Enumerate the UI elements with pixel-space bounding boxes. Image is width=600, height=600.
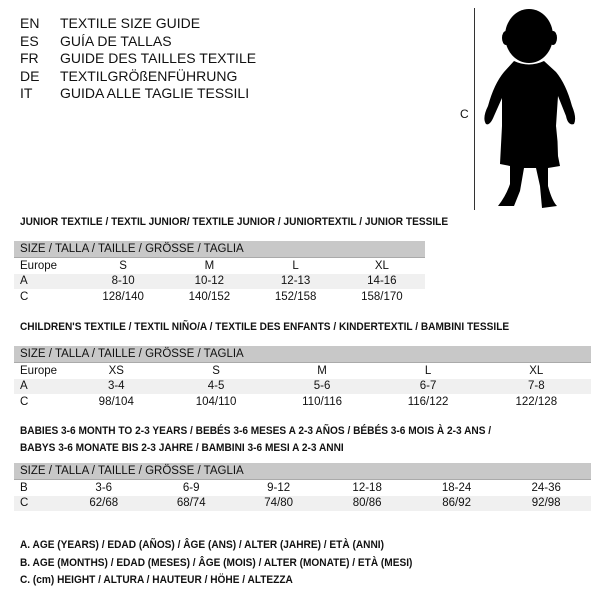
table-header: SIZE / TALLA / TAILLE / GRÖSSE / TAGLIA (14, 346, 591, 363)
cell: M (317, 364, 327, 377)
table-row: Europe S M L XL (14, 258, 425, 274)
cell: XL (374, 259, 389, 272)
language-titles: EN TEXTILE SIZE GUIDE ES GUÍA DE TALLAS FR… (20, 15, 256, 103)
table-header: SIZE / TALLA / TAILLE / GRÖSSE / TAGLIA (14, 241, 425, 258)
cell: 14-16 (338, 273, 425, 289)
cell: 12-13 (252, 273, 339, 289)
lang-row: IT GUIDA ALLE TAGLIE TESSILI (20, 85, 256, 103)
lang-code: FR (20, 50, 39, 66)
cell: S (212, 364, 220, 377)
cell: 104/110 (195, 395, 237, 408)
child-silhouette-icon (484, 9, 576, 208)
cell: 10-12 (166, 273, 253, 289)
junior-title: JUNIOR TEXTILE / TEXTIL JUNIOR/ TEXTILE … (20, 216, 449, 228)
table-row: C 128/140 140/152 152/158 158/170 (14, 289, 425, 305)
table-row: Europe XS S M L XL (14, 363, 591, 379)
cell: 158/170 (361, 290, 403, 303)
cell: 62/68 (60, 495, 148, 511)
cell: XL (529, 364, 544, 377)
cell: 5-6 (269, 378, 375, 394)
row-label: A (14, 273, 80, 289)
babies-title-line1: BABIES 3-6 MONTH TO 2-3 YEARS / BEBÉS 3-… (20, 425, 492, 437)
cell: 4-5 (162, 378, 270, 394)
cell: 74/80 (234, 495, 323, 511)
cell: S (119, 259, 127, 272)
row-label: C (20, 290, 29, 303)
lang-row: DE TEXTILGRÖßENFÜHRUNG (20, 68, 256, 86)
row-label: Europe (20, 259, 58, 272)
lang-code: EN (20, 15, 40, 31)
lang-title: TEXTILGRÖßENFÜHRUNG (60, 67, 238, 84)
cell: 24-36 (531, 481, 561, 494)
cell: 80/86 (322, 495, 412, 511)
height-measure-line (474, 8, 475, 210)
cell: 6-7 (374, 378, 482, 394)
cell: M (204, 259, 215, 272)
lang-code: IT (20, 85, 33, 101)
cell: 116/122 (407, 395, 449, 408)
cell: 3-6 (95, 481, 113, 494)
lang-row: EN TEXTILE SIZE GUIDE (20, 15, 256, 33)
table-row: A 3-4 4-5 5-6 6-7 7-8 (14, 378, 591, 394)
cell: 140/152 (188, 290, 231, 303)
junior-size-table: SIZE / TALLA / TAILLE / GRÖSSE / TAGLIA … (14, 241, 425, 305)
cell: L (424, 364, 432, 377)
lang-title: GUIDE DES TAILLES TEXTILE (60, 50, 257, 66)
babies-title-line2: BABYS 3-6 MONATE BIS 2-3 JAHRE / BAMBINI… (20, 442, 344, 454)
legend-item-c: C. (cm) HEIGHT / ALTURA / HAUTEUR / HÖHE… (20, 574, 293, 586)
row-label: Europe (20, 364, 58, 377)
children-title: CHILDREN'S TEXTILE / TEXTIL NIÑO/A / TEX… (20, 321, 510, 333)
cell: XS (108, 364, 124, 377)
row-label: B (20, 481, 28, 494)
cell: 86/92 (411, 495, 502, 511)
table-row: C 98/104 104/110 110/116 116/122 122/128 (14, 394, 591, 410)
cell: 110/116 (302, 395, 343, 408)
cell: 3-4 (70, 378, 163, 394)
cell: 7-8 (481, 378, 591, 394)
cell: 6-9 (182, 481, 200, 494)
row-label: A (14, 378, 70, 394)
legend-item-b: B. AGE (MONTHS) / EDAD (MESES) / ÂGE (MO… (20, 556, 413, 569)
cell: 18-24 (441, 481, 472, 494)
cell: 12-18 (352, 481, 382, 494)
lang-title: GUIDA ALLE TAGLIE TESSILI (60, 85, 250, 101)
cell: L (292, 259, 299, 272)
table-header: SIZE / TALLA / TAILLE / GRÖSSE / TAGLIA (14, 463, 591, 480)
cell: 8-10 (80, 273, 167, 289)
height-label: C (460, 107, 469, 121)
cell: 128/140 (102, 290, 144, 303)
table-row: C 62/68 68/74 74/80 80/86 86/92 92/98 (14, 495, 591, 511)
lang-code: ES (20, 32, 39, 49)
cell: 9-12 (267, 481, 291, 494)
babies-size-table: SIZE / TALLA / TAILLE / GRÖSSE / TAGLIA … (14, 463, 591, 511)
row-label: C (14, 495, 60, 511)
legend: A. AGE (YEARS) / EDAD (AÑOS) / ÂGE (ANS)… (20, 537, 412, 590)
lang-title: GUÍA DE TALLAS (60, 32, 172, 49)
row-label: C (20, 395, 29, 408)
table-row: A 8-10 10-12 12-13 14-16 (14, 273, 425, 289)
cell: 68/74 (147, 495, 235, 511)
children-size-table: SIZE / TALLA / TAILLE / GRÖSSE / TAGLIA … (14, 346, 591, 410)
lang-row: ES GUÍA DE TALLAS (20, 33, 256, 51)
legend-item-a: A. AGE (YEARS) / EDAD (AÑOS) / ÂGE (ANS)… (20, 539, 384, 551)
lang-title: TEXTILE SIZE GUIDE (60, 15, 201, 31)
cell: 92/98 (501, 495, 591, 511)
cell: 122/128 (515, 395, 558, 408)
lang-row: FR GUIDE DES TAILLES TEXTILE (20, 50, 256, 68)
cell: 152/158 (274, 290, 317, 303)
lang-code: DE (20, 67, 40, 84)
cell: 98/104 (98, 395, 134, 408)
table-row: B 3-6 6-9 9-12 12-18 18-24 24-36 (14, 480, 591, 496)
